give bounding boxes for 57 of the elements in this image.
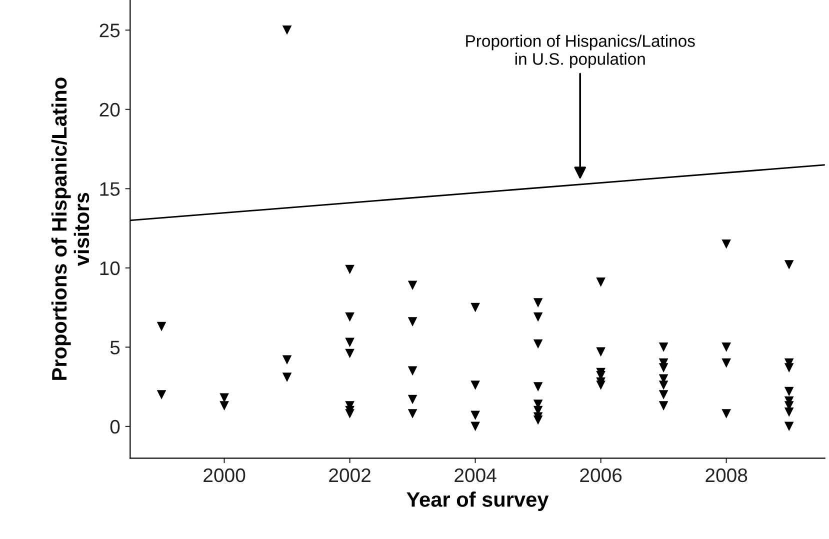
point	[408, 409, 418, 418]
point	[722, 342, 731, 352]
point	[470, 410, 480, 420]
point	[533, 382, 543, 392]
point	[658, 401, 668, 410]
point	[220, 401, 229, 410]
point	[533, 312, 543, 322]
point	[345, 338, 354, 348]
point	[596, 380, 606, 390]
y-tick-label: 15	[100, 182, 120, 196]
point	[784, 386, 794, 396]
point	[470, 302, 480, 312]
x-tick-label: 2000	[204, 468, 246, 482]
point	[722, 409, 731, 418]
point	[533, 298, 543, 308]
x-axis-title: Year of survey	[406, 492, 549, 511]
x-tick-label: 2006	[580, 468, 622, 482]
point	[533, 415, 543, 425]
point	[784, 260, 794, 270]
point	[784, 408, 794, 417]
point	[408, 366, 418, 376]
point	[533, 339, 543, 349]
point	[784, 422, 794, 432]
point	[596, 347, 606, 357]
y-tick-label: 5	[110, 340, 120, 354]
point	[596, 278, 606, 287]
point	[658, 390, 668, 400]
point	[282, 355, 292, 365]
point	[345, 409, 354, 418]
x-tick-label: 2002	[329, 468, 370, 482]
y-tick-label: 25	[100, 24, 120, 38]
y-tick-label: 20	[100, 102, 120, 117]
point	[408, 317, 418, 326]
point	[345, 264, 354, 274]
point	[784, 363, 794, 372]
point	[156, 322, 166, 332]
point	[282, 25, 292, 35]
point	[722, 358, 731, 368]
point	[658, 380, 668, 390]
point	[220, 393, 229, 403]
x-tick-label: 2004	[454, 468, 496, 482]
point	[282, 372, 292, 382]
annotation: Proportion of Hispanics/Latinos in U.S. population	[466, 34, 695, 68]
point	[408, 280, 418, 290]
point	[658, 342, 668, 352]
point	[345, 312, 354, 322]
y-tick-label: 0	[110, 420, 120, 434]
point	[470, 380, 480, 390]
point	[408, 394, 418, 404]
point	[345, 348, 354, 358]
y-tick-label: 10	[100, 261, 120, 276]
point	[722, 239, 731, 249]
point	[156, 390, 166, 400]
point	[658, 363, 668, 372]
x-tick-label: 2008	[706, 468, 748, 482]
y-axis-title: Proportions of Hispanic/Latino visitors	[51, 78, 90, 380]
point	[470, 422, 480, 432]
